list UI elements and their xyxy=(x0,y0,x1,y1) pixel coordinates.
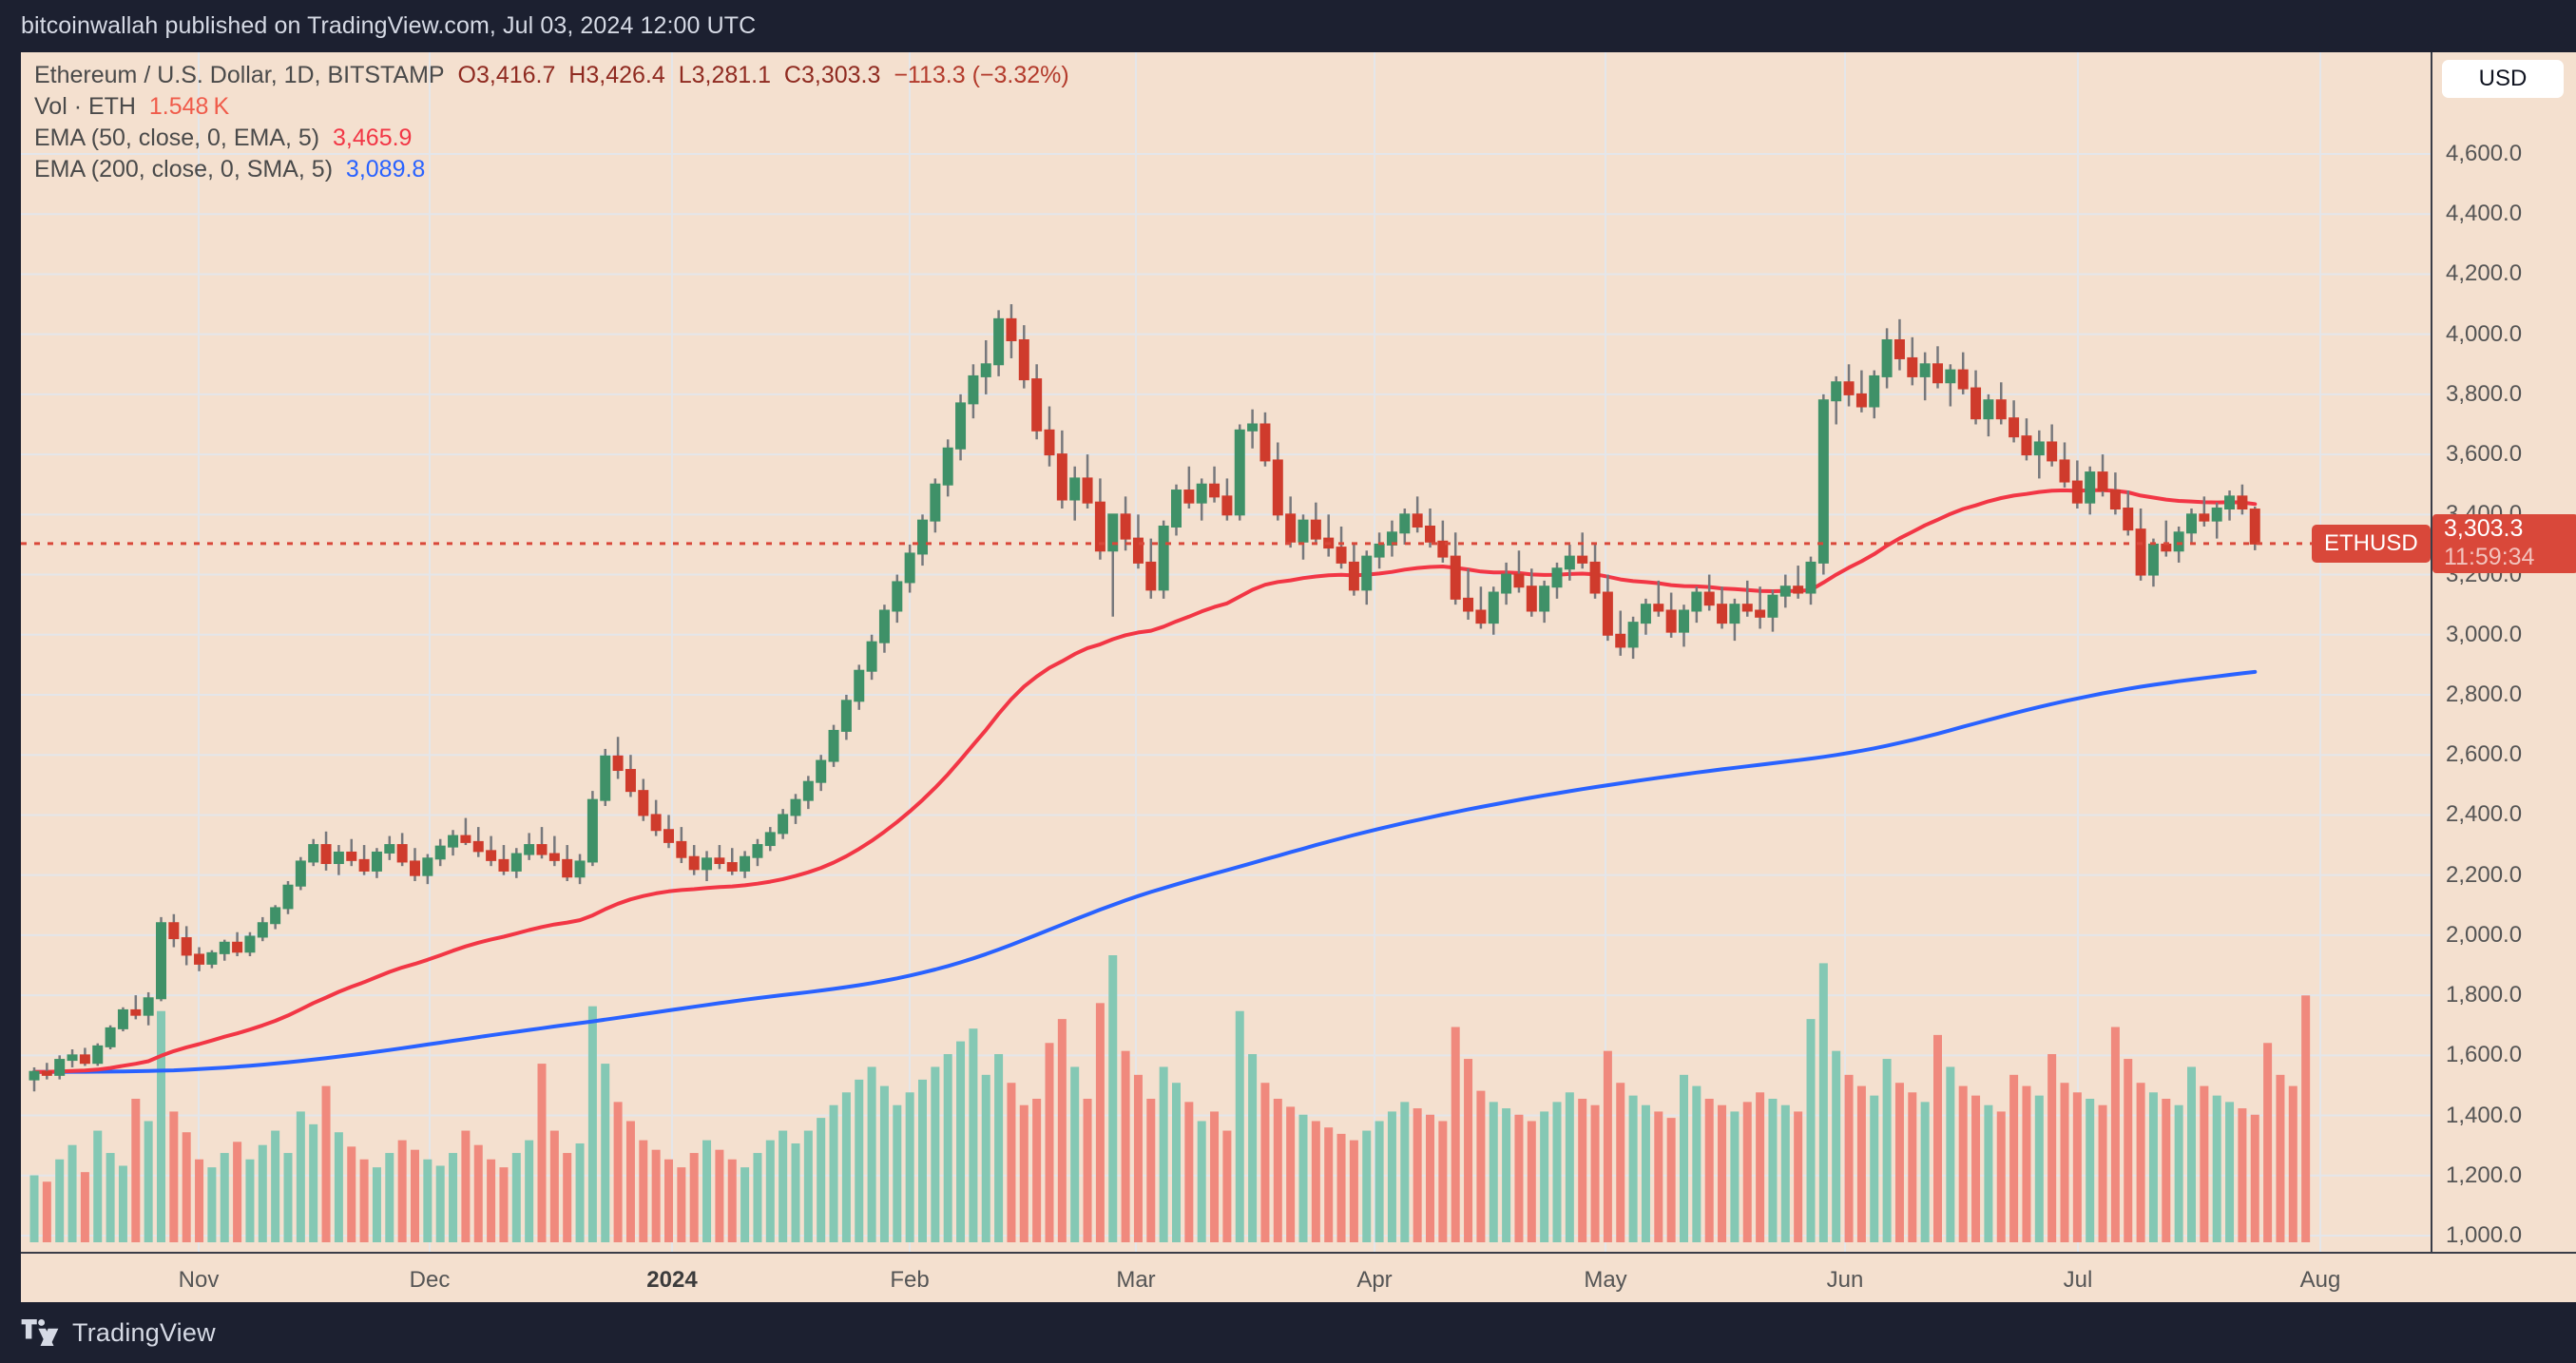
legend-ema50-row[interactable]: EMA (50, close, 0, EMA, 5) 3,465.9 xyxy=(34,123,1069,154)
legend-ema200-row[interactable]: EMA (200, close, 0, SMA, 5) 3,089.8 xyxy=(34,154,1069,185)
time-axis-tick: Feb xyxy=(890,1267,930,1293)
price-axis-tick: 4,600.0 xyxy=(2446,141,2523,166)
price-axis-tick: 3,800.0 xyxy=(2446,380,2523,407)
price-axis-tick: 1,800.0 xyxy=(2446,982,2523,1008)
attribution-bar: bitcoinwallah published on TradingView.c… xyxy=(0,0,2576,52)
price-axis-tick: 2,000.0 xyxy=(2446,921,2523,948)
legend-symbol-row[interactable]: Ethereum / U.S. Dollar, 1D, BITSTAMP O3,… xyxy=(34,60,1069,91)
legend-volume-label: Vol · ETH xyxy=(34,93,136,120)
tradingview-wordmark: TradingView xyxy=(72,1317,216,1347)
legend-ema200-label: EMA (200, close, 0, SMA, 5) xyxy=(34,156,334,182)
time-axis-tick: 2024 xyxy=(646,1267,698,1293)
price-axis-tick: 1,200.0 xyxy=(2446,1161,2523,1188)
price-axis-tick: 2,200.0 xyxy=(2446,861,2523,888)
legend-ema50-value: 3,465.9 xyxy=(333,125,413,151)
price-axis-tick: 4,000.0 xyxy=(2446,320,2523,347)
current-price-value: 3,303.3 xyxy=(2444,514,2524,542)
time-axis[interactable]: Nov Dec 2024 Feb Mar Apr May Jun Jul Aug xyxy=(21,1252,2576,1302)
legend-close-label: C xyxy=(783,62,801,88)
time-axis-tick: Jul xyxy=(2063,1267,2093,1293)
time-axis-tick: Nov xyxy=(178,1267,220,1293)
legend-change: −113.3 (−3.32%) xyxy=(894,62,1069,88)
time-axis-tick: Mar xyxy=(1116,1267,1156,1293)
symbol-price-label[interactable]: ETHUSD xyxy=(2312,524,2431,563)
price-axis-tick: 2,800.0 xyxy=(2446,682,2523,707)
legend-volume-row[interactable]: Vol · ETH 1.548 K xyxy=(34,91,1069,123)
chart-plot-area[interactable] xyxy=(21,52,2431,1252)
legend-low-label: L xyxy=(678,62,692,88)
price-axis-tick: 4,400.0 xyxy=(2446,201,2523,227)
time-axis-tick: Apr xyxy=(1356,1267,1393,1293)
legend-close-value: 3,303.3 xyxy=(800,62,881,88)
currency-badge[interactable]: USD xyxy=(2442,60,2564,98)
tradingview-logo[interactable]: TradingView xyxy=(21,1318,216,1348)
legend-open-value: 3,416.7 xyxy=(475,62,556,88)
time-axis-tick: Aug xyxy=(2299,1267,2341,1293)
price-axis[interactable]: USD 4,600.0 4,400.0 4,200.0 4,000.0 3,800.0 3… xyxy=(2431,52,2576,1252)
price-axis-tick: 3,600.0 xyxy=(2446,441,2523,468)
legend-ema200-value: 3,089.8 xyxy=(345,156,426,182)
price-axis-tick: 2,600.0 xyxy=(2446,741,2523,768)
legend-ema50-label: EMA (50, close, 0, EMA, 5) xyxy=(34,125,320,151)
time-axis-tick: May xyxy=(1584,1267,1627,1293)
price-axis-tick: 1,600.0 xyxy=(2446,1042,2523,1068)
time-axis-tick: Dec xyxy=(409,1267,451,1293)
price-axis-tick: 2,400.0 xyxy=(2446,801,2523,828)
legend-symbol: Ethereum / U.S. Dollar, 1D, BITSTAMP xyxy=(34,62,445,88)
price-axis-tick: 1,000.0 xyxy=(2446,1222,2523,1248)
legend-volume-value: 1.548 K xyxy=(148,93,230,120)
time-axis-tick: Jun xyxy=(1826,1267,1864,1293)
tradingview-mark-icon xyxy=(21,1319,59,1346)
price-axis-tick: 1,400.0 xyxy=(2446,1102,2523,1128)
legend-high-value: 3,426.4 xyxy=(586,62,665,88)
footer-bar: TradingView xyxy=(0,1302,2576,1363)
price-axis-tick: 4,200.0 xyxy=(2446,260,2523,287)
legend-open-label: O xyxy=(457,62,476,88)
chart-frame: Ethereum / U.S. Dollar, 1D, BITSTAMP O3,… xyxy=(21,52,2576,1302)
price-axis-tick: 3,000.0 xyxy=(2446,621,2523,647)
chart-canvas xyxy=(21,52,2431,1252)
legend-low-value: 3,281.1 xyxy=(691,62,772,88)
chart-legend: Ethereum / U.S. Dollar, 1D, BITSTAMP O3,… xyxy=(34,60,1069,185)
current-price-tag[interactable]: 3,303.3 11:59:34 xyxy=(2432,513,2576,573)
bar-countdown: 11:59:34 xyxy=(2444,543,2535,570)
legend-high-label: H xyxy=(568,62,586,88)
